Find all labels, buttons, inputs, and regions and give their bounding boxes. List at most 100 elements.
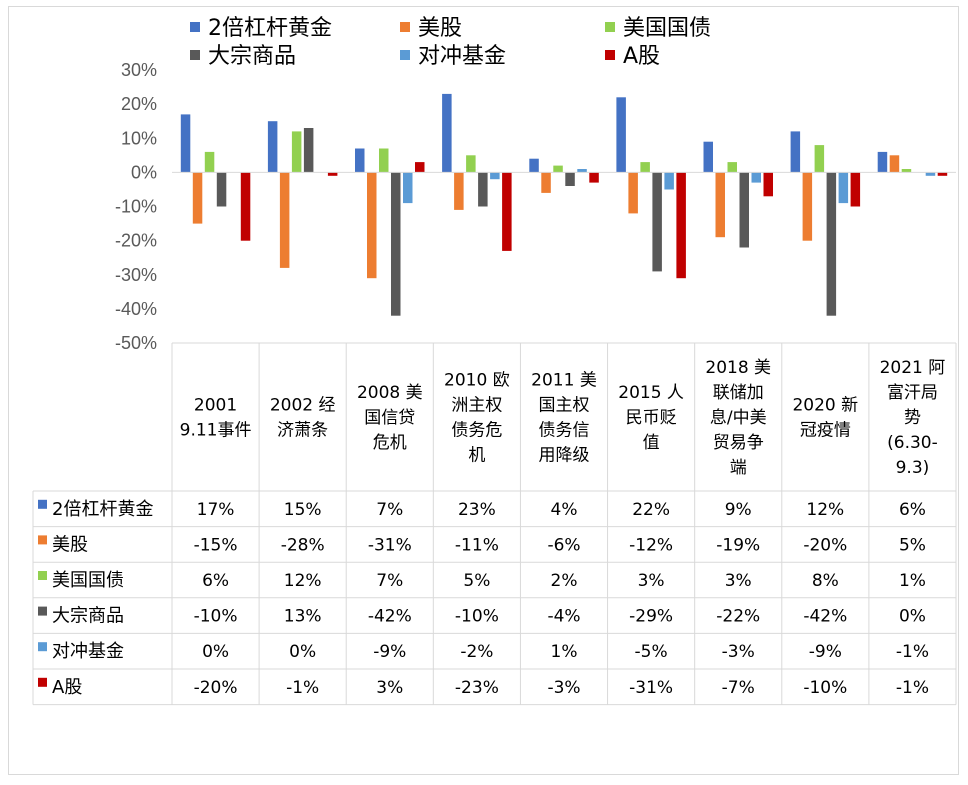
table-cell-value: 0% <box>202 642 229 662</box>
bar <box>925 172 936 176</box>
bar <box>838 172 849 204</box>
table-cell-value: 6% <box>899 500 926 520</box>
table-cell-value: 15% <box>284 500 322 520</box>
table-cell-value: -5% <box>635 642 668 662</box>
legend-swatch <box>190 22 200 32</box>
legend-item-us-treasury: 美国国债 <box>605 16 711 42</box>
bar <box>640 162 650 173</box>
table-row-swatch <box>38 499 47 509</box>
legend-swatch <box>605 22 615 32</box>
table-row-label: 大宗商品 <box>52 606 124 627</box>
table-cell-value: -7% <box>722 678 755 698</box>
table-cell-value: -23% <box>455 678 499 698</box>
category-label: 9.3) <box>896 458 930 478</box>
table-row-swatch <box>38 677 47 687</box>
category-label: 值 <box>643 433 660 453</box>
table-cell-value: 17% <box>197 500 235 520</box>
y-tick-label: 10% <box>121 128 157 148</box>
table-cell-value: -6% <box>547 535 580 555</box>
bar <box>291 131 302 173</box>
bar <box>403 172 413 204</box>
bar <box>553 165 563 173</box>
legend-label: A股 <box>623 44 661 69</box>
table-row-label: 美国国债 <box>52 570 124 591</box>
table-cell-value: 12% <box>806 500 844 520</box>
y-tick-label: 30% <box>121 60 157 80</box>
table-cell-value: 3% <box>725 571 752 591</box>
category-label: 9.11事件 <box>180 421 252 441</box>
bar <box>850 172 861 207</box>
category-label: 冠疫情 <box>800 421 851 441</box>
y-tick-label: -50% <box>115 333 157 353</box>
category-label: 国信贷 <box>364 408 415 428</box>
category-label: 2010 欧 <box>444 371 510 391</box>
bar <box>676 172 686 279</box>
category-label: 势 <box>904 408 921 428</box>
bar <box>652 172 662 272</box>
bar <box>490 172 500 180</box>
table-cell-value: -9% <box>373 642 406 662</box>
bar <box>889 155 900 173</box>
bar <box>790 131 801 173</box>
bar <box>727 162 737 173</box>
table-row-swatch <box>38 642 47 652</box>
category-label: 2008 美 <box>357 383 423 403</box>
table-cell-value: -31% <box>629 678 673 698</box>
bar <box>454 172 464 210</box>
bar <box>502 172 512 251</box>
bar <box>577 169 587 173</box>
category-label: 国主权 <box>539 396 590 416</box>
table-cell-value: 6% <box>202 571 229 591</box>
y-tick-label: 0% <box>131 162 157 182</box>
category-label: 2002 经 <box>270 396 336 416</box>
table-cell-value: 3% <box>376 678 403 698</box>
table-cell-value: -10% <box>455 607 499 627</box>
y-tick-label: 20% <box>121 94 157 114</box>
category-label: 2001 <box>194 396 237 416</box>
bar <box>751 172 761 183</box>
category-label: 债务危 <box>451 421 502 441</box>
bar <box>739 172 749 248</box>
category-label: 联储加 <box>713 383 764 403</box>
bar <box>466 155 476 173</box>
table-row-swatch <box>38 606 47 616</box>
category-label: 济萧条 <box>277 421 328 441</box>
bar <box>703 141 713 173</box>
bar <box>192 172 203 224</box>
category-label: 贸易争 <box>713 433 764 453</box>
bar <box>877 151 888 173</box>
category-label: 息/中美 <box>710 408 767 428</box>
category-label: (6.30- <box>887 433 938 453</box>
table-row-swatch <box>38 535 47 545</box>
table-row-label: 美股 <box>52 534 88 555</box>
table-cell-value: -10% <box>194 607 238 627</box>
legend: 2倍杠杆黄金 美股 美国国债 大宗商品 对冲基金 A股 <box>190 10 790 72</box>
table-cell-value: -42% <box>368 607 412 627</box>
category-label: 机 <box>468 446 485 466</box>
table-cell-value: -12% <box>629 535 673 555</box>
category-label: 民币贬 <box>626 408 677 428</box>
bar <box>391 172 401 316</box>
category-label: 2020 新 <box>792 396 858 416</box>
category-label: 2021 阿 <box>880 358 946 378</box>
legend-label: 2倍杠杆黄金 <box>208 16 332 41</box>
table-row-label: A股 <box>52 677 82 698</box>
table-cell-value: 0% <box>899 607 926 627</box>
table-row-swatch <box>38 571 47 580</box>
bar <box>355 148 365 173</box>
category-label: 2015 人 <box>618 383 684 403</box>
table-row-label: 2倍杠杆黄金 <box>52 499 153 520</box>
table-cell-value: 5% <box>463 571 490 591</box>
category-label: 洲主权 <box>451 396 502 416</box>
bar <box>937 172 948 176</box>
y-tick-label: -10% <box>115 197 157 217</box>
table-cell-value: -28% <box>281 535 325 555</box>
table-cell-value: -3% <box>547 678 580 698</box>
table-cell-value: -4% <box>547 607 580 627</box>
table-cell-value: -1% <box>286 678 319 698</box>
legend-item-a-shares: A股 <box>605 44 660 70</box>
bar <box>367 172 377 279</box>
bar <box>901 169 912 173</box>
bar <box>565 172 575 186</box>
table-cell-value: -10% <box>803 678 847 698</box>
